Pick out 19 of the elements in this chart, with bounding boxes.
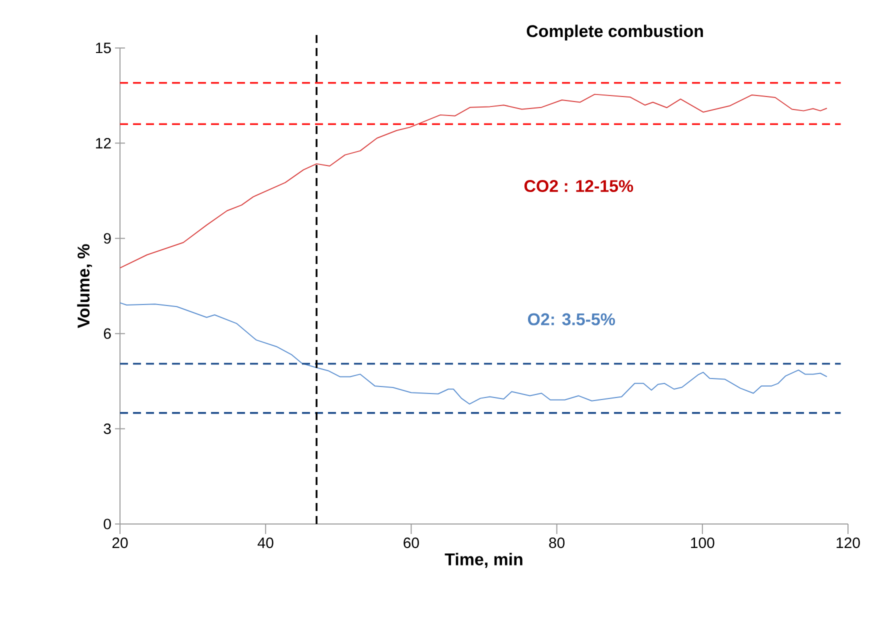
y-tick-label: 0 bbox=[104, 518, 111, 530]
x-tick-label: 40 bbox=[258, 538, 274, 548]
chart-title: Complete combustion bbox=[526, 24, 703, 40]
y-tick-label: 9 bbox=[104, 233, 111, 244]
y-tick-label: 3 bbox=[104, 423, 111, 434]
x-tick-label: 60 bbox=[404, 538, 419, 548]
x-axis-title: Time, min bbox=[444, 552, 522, 568]
annotation: O2: 3.5-5% bbox=[528, 313, 615, 326]
x-tick-label: 20 bbox=[112, 538, 128, 548]
x-tick-label: 100 bbox=[691, 538, 714, 548]
y-tick-label: 15 bbox=[96, 42, 111, 54]
y-tick-label: 6 bbox=[104, 328, 111, 339]
x-tick-label: 120 bbox=[836, 538, 860, 548]
x-tick-label: 80 bbox=[549, 538, 565, 548]
y-axis-title: Volume, % bbox=[77, 244, 92, 328]
line-series bbox=[120, 302, 828, 405]
y-tick-label: 12 bbox=[96, 138, 111, 148]
annotation: CO2 : 12-15% bbox=[524, 180, 634, 192]
line-series bbox=[120, 94, 828, 268]
